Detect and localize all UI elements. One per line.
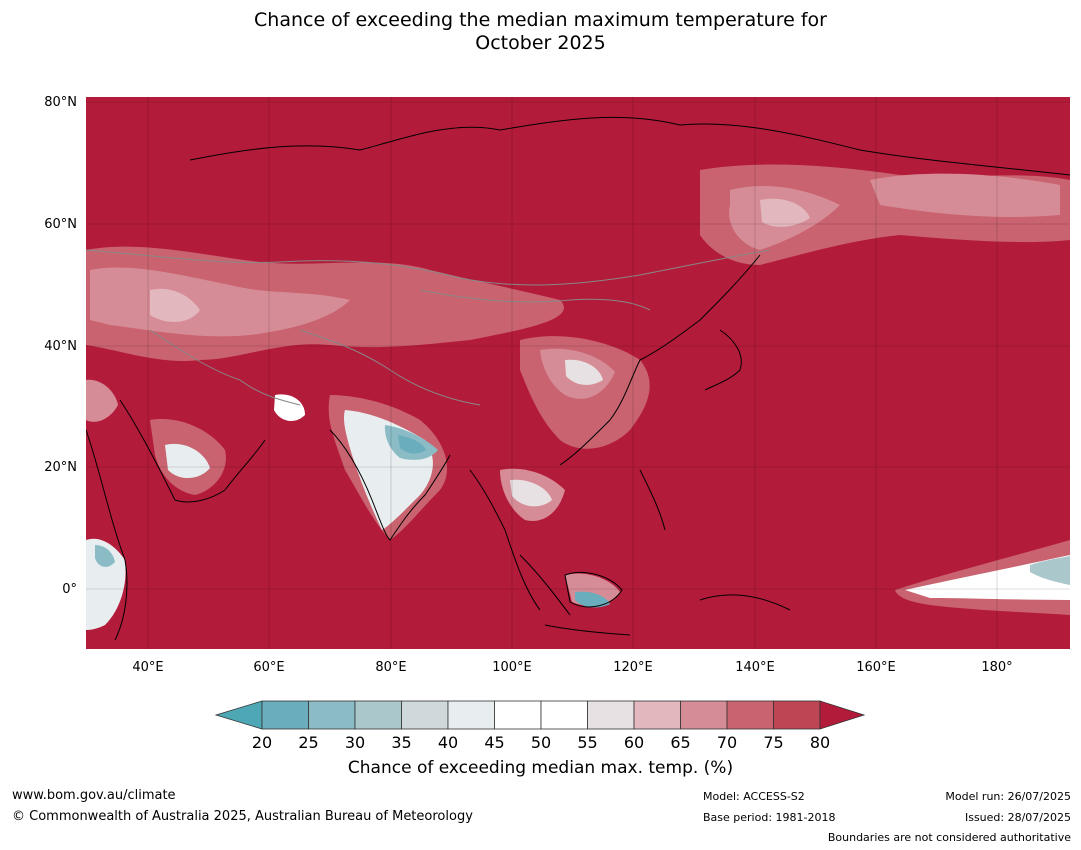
region-caspian-pale — [150, 288, 200, 322]
coast-philippines — [639, 469, 666, 531]
footer-issued: Issued: 28/07/2025 — [964, 811, 1071, 824]
region-china-white — [565, 359, 603, 385]
colorbar-segment — [773, 700, 821, 730]
colorbar-extend-high — [819, 700, 866, 730]
colorbar-segment — [633, 700, 681, 730]
colorbar-segment — [261, 700, 309, 730]
footer-url[interactable]: www.bom.gov.au/climate — [12, 788, 176, 803]
lon-label-140e: 140°E — [735, 660, 775, 675]
region-india-blue-dark — [398, 435, 426, 454]
coast-se-asia — [469, 469, 541, 611]
region-east-africa-blue — [95, 545, 115, 567]
coast-india — [329, 429, 451, 541]
coast-japan — [704, 329, 742, 391]
footer-copyright: © Commonwealth of Australia 2025, Austra… — [12, 809, 473, 824]
footer-disclaimer: Boundaries are not considered authoritat… — [827, 831, 1071, 844]
lat-label-80n: 80°N — [44, 95, 77, 110]
coast-new-guinea — [699, 594, 791, 611]
region-borneo-blue — [575, 591, 610, 608]
lat-label-0: 0° — [62, 582, 77, 597]
lon-label-40e: 40°E — [132, 660, 164, 675]
lat-label-20n: 20°N — [44, 460, 77, 475]
region-pacific-blue — [1030, 556, 1070, 585]
border-mongolia — [419, 289, 651, 311]
colorbar-tick-label: 50 — [530, 733, 552, 752]
colorbar-tick-label: 80 — [809, 733, 831, 752]
lat-label-60n: 60°N — [44, 217, 77, 232]
lat-label-40n: 40°N — [44, 339, 77, 354]
title-line-1: Chance of exceeding the median maximum t… — [254, 9, 827, 31]
lon-label-80e: 80°E — [375, 660, 407, 675]
colorbar-tick-label: 75 — [763, 733, 784, 752]
colorbar-extend-low — [214, 700, 263, 730]
colorbar-segment — [308, 700, 356, 730]
coast-arabia — [119, 399, 266, 503]
colorbar-title: Chance of exceeding median max. temp. (%… — [347, 758, 734, 778]
coast-east-asia — [559, 254, 761, 466]
colorbar-tick-label: 60 — [623, 733, 645, 752]
colorbar-segment — [447, 700, 495, 730]
colorbar-tick-label: 25 — [298, 733, 319, 752]
colorbar-segment — [680, 700, 728, 730]
coast-java — [544, 624, 631, 636]
coast-sumatra — [519, 554, 571, 616]
border-russia-south — [86, 249, 771, 286]
colorbar-tick-label: 55 — [577, 733, 598, 752]
colorbar — [214, 700, 866, 730]
chart-title: Chance of exceeding the median maximum t… — [0, 9, 1081, 55]
lon-label-60e: 60°E — [253, 660, 285, 675]
colorbar-segment — [540, 700, 588, 730]
lon-label-120e: 120°E — [613, 660, 653, 675]
colorbar-segment — [401, 700, 449, 730]
footer-model-run: Model run: 26/07/2025 — [945, 790, 1071, 803]
lon-label-180: 180° — [981, 660, 1013, 675]
region-africa-west — [86, 379, 118, 422]
colorbar-tick-label: 65 — [670, 733, 691, 752]
colorbar-segment — [494, 700, 542, 730]
region-central-asia-lighter — [90, 267, 350, 337]
colorbar-tick-label: 35 — [391, 733, 412, 752]
footer-model: Model: ACCESS-S2 — [703, 790, 805, 803]
region-far-east — [870, 173, 1060, 217]
colorbar-tick-label: 40 — [437, 733, 459, 752]
colorbar-segment — [354, 700, 402, 730]
region-indochina-pale — [510, 479, 552, 507]
colorbar-tick-label: 45 — [484, 733, 505, 752]
footer-base-period: Base period: 1981-2018 — [703, 811, 836, 824]
colorbar-tick-label: 20 — [251, 733, 273, 752]
border-china-west — [299, 329, 481, 406]
border-middle-east — [149, 329, 301, 406]
region-iran-white — [274, 394, 305, 422]
title-line-2: October 2025 — [475, 32, 606, 54]
region-pacific-white — [905, 555, 1070, 600]
colorbar-segment — [587, 700, 635, 730]
region-east-africa — [86, 538, 126, 630]
lon-label-160e: 160°E — [856, 660, 896, 675]
forecast-map — [86, 97, 1070, 649]
coast-borneo — [564, 571, 623, 608]
colorbar-tick-label: 30 — [344, 733, 366, 752]
colorbar-tick-label: 70 — [716, 733, 738, 752]
coast-siberia — [189, 116, 1070, 176]
lon-label-100e: 100°E — [492, 660, 532, 675]
coast-africa — [86, 429, 128, 641]
colorbar-segment — [726, 700, 774, 730]
region-ne-siberia-pale — [760, 198, 810, 227]
region-arabia-pale — [165, 443, 210, 479]
